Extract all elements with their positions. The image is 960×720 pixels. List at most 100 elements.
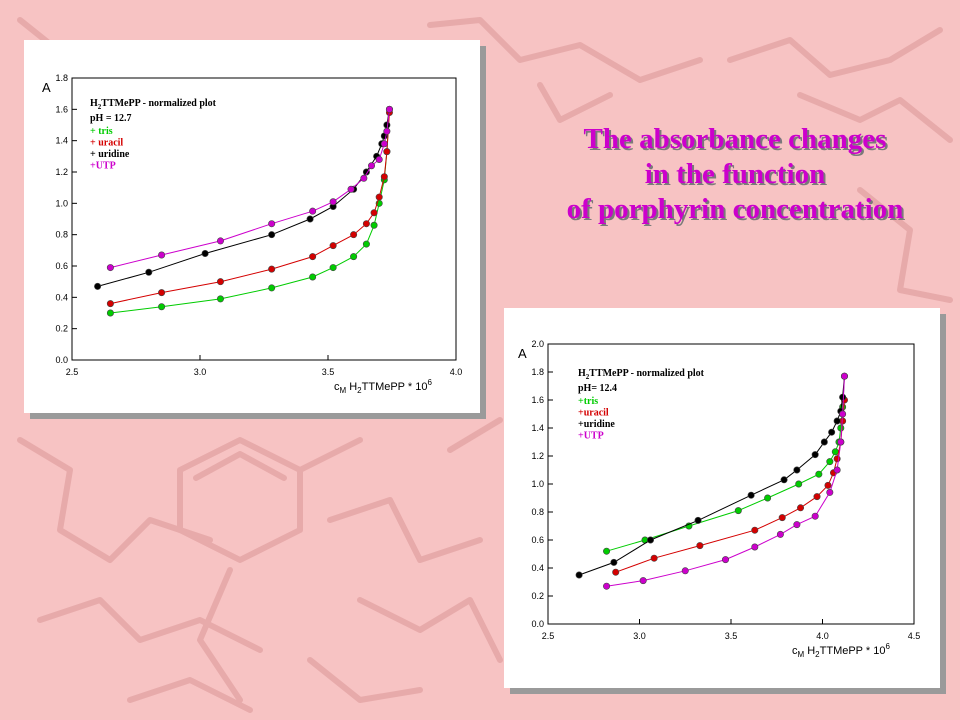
data-point: [811, 451, 819, 459]
data-point: [158, 251, 166, 259]
y-tick-label: 1.8: [531, 367, 544, 377]
legend-title-part: H: [90, 98, 98, 109]
data-point: [360, 174, 368, 182]
data-point: [329, 198, 337, 206]
x-tick-label: 2.5: [66, 367, 79, 377]
series-line: [110, 109, 390, 269]
y-tick-label: 1.0: [531, 479, 544, 489]
y-tick-label: 1.0: [55, 198, 68, 208]
data-point: [751, 543, 759, 551]
series-tris: [106, 105, 393, 317]
y-tick-label: 1.6: [531, 395, 544, 405]
x-tick-label: 3.5: [725, 631, 738, 641]
data-point: [158, 289, 166, 297]
data-point: [778, 514, 786, 522]
y-tick-label: 0.4: [55, 292, 68, 302]
data-point: [268, 231, 276, 239]
data-point: [309, 253, 317, 261]
data-point: [681, 567, 689, 575]
data-point: [650, 554, 658, 562]
data-point: [837, 424, 845, 432]
legend-item-tris: +tris: [578, 396, 598, 407]
y-axis-label: A: [42, 80, 51, 95]
data-point: [824, 481, 832, 489]
data-point: [362, 168, 370, 176]
series-line: [110, 109, 390, 314]
legend-ph: pH = 12.7: [90, 113, 132, 124]
y-axis-label: A: [518, 346, 527, 361]
series-tris: [603, 372, 848, 555]
x-axis-label-part: TTMePP * 10: [362, 381, 428, 393]
data-point: [158, 303, 166, 311]
data-point: [268, 265, 276, 273]
y-tick-label: 1.2: [531, 451, 544, 461]
y-tick-label: 1.8: [55, 73, 68, 83]
x-tick-label: 4.0: [450, 367, 463, 377]
legend-title-part: TTMePP - normalized plot: [589, 368, 704, 379]
x-axis-label-sup: 6: [885, 642, 890, 651]
data-point: [575, 571, 583, 579]
legend-item-uridine: + uridine: [90, 149, 130, 160]
x-tick-label: 2.5: [542, 631, 555, 641]
data-point: [751, 526, 759, 534]
x-tick-label: 4.0: [816, 631, 829, 641]
data-point: [815, 470, 823, 478]
data-point: [370, 221, 378, 229]
series-uracil: [612, 396, 848, 576]
data-point: [375, 155, 383, 163]
data-point: [268, 220, 276, 228]
data-point: [106, 309, 114, 317]
data-point: [603, 582, 611, 590]
y-tick-label: 1.4: [55, 136, 68, 146]
legend-title: H2TTMePP - normalized plot: [90, 98, 217, 111]
y-tick-label: 0.2: [55, 324, 68, 334]
data-point: [820, 438, 828, 446]
data-point: [370, 209, 378, 217]
legend-title-sub: 2: [586, 373, 590, 381]
data-point: [106, 264, 114, 272]
title-line: The absorbance changes: [583, 123, 887, 155]
data-point: [309, 273, 317, 281]
data-point: [722, 556, 730, 564]
series-line: [110, 112, 390, 305]
legend-item-utp: +UTP: [578, 431, 604, 442]
data-point: [603, 547, 611, 555]
data-point: [837, 438, 845, 446]
x-axis-label: cM H2TTMePP * 106: [792, 642, 890, 659]
data-point: [385, 105, 393, 113]
data-point: [216, 295, 224, 303]
legend-item-uridine: +uridine: [578, 419, 615, 430]
data-point: [106, 300, 114, 308]
x-axis-label-sub: 2: [357, 386, 362, 395]
data-point: [216, 278, 224, 286]
legend-title-part: H: [578, 368, 586, 379]
x-axis-label: cM H2TTMePP * 106: [334, 378, 432, 395]
data-point: [813, 493, 821, 501]
data-point: [828, 428, 836, 436]
y-tick-label: 0.8: [55, 230, 68, 240]
x-axis-label-sup: 6: [427, 378, 432, 387]
data-point: [793, 466, 801, 474]
y-tick-label: 0.6: [531, 535, 544, 545]
data-point: [350, 253, 358, 261]
series-uracil: [106, 108, 393, 308]
data-point: [309, 207, 317, 215]
slide-title: The absorbance changes in the function o…: [530, 122, 940, 227]
series-utp: [106, 105, 393, 272]
data-point: [380, 140, 388, 148]
title-line: in the function: [644, 158, 826, 190]
data-point: [329, 242, 337, 250]
data-point: [797, 504, 805, 512]
data-point: [347, 185, 355, 193]
x-tick-label: 3.0: [194, 367, 207, 377]
x-axis-label-sub: M: [340, 386, 347, 395]
data-point: [839, 393, 847, 401]
data-point: [839, 410, 847, 418]
legend-item-utp: +UTP: [90, 161, 116, 172]
data-point: [747, 491, 755, 499]
series-line: [578, 376, 845, 576]
legend-title: H2TTMePP - normalized plot: [578, 368, 705, 381]
y-tick-label: 0.8: [531, 507, 544, 517]
chart-panel-ph-12-4: 2.5 3.0 3.5 4.0 4.5 0.0 0.2 0.4 0.6 0.8 1.0 1.2 1.4 1…: [504, 308, 940, 688]
